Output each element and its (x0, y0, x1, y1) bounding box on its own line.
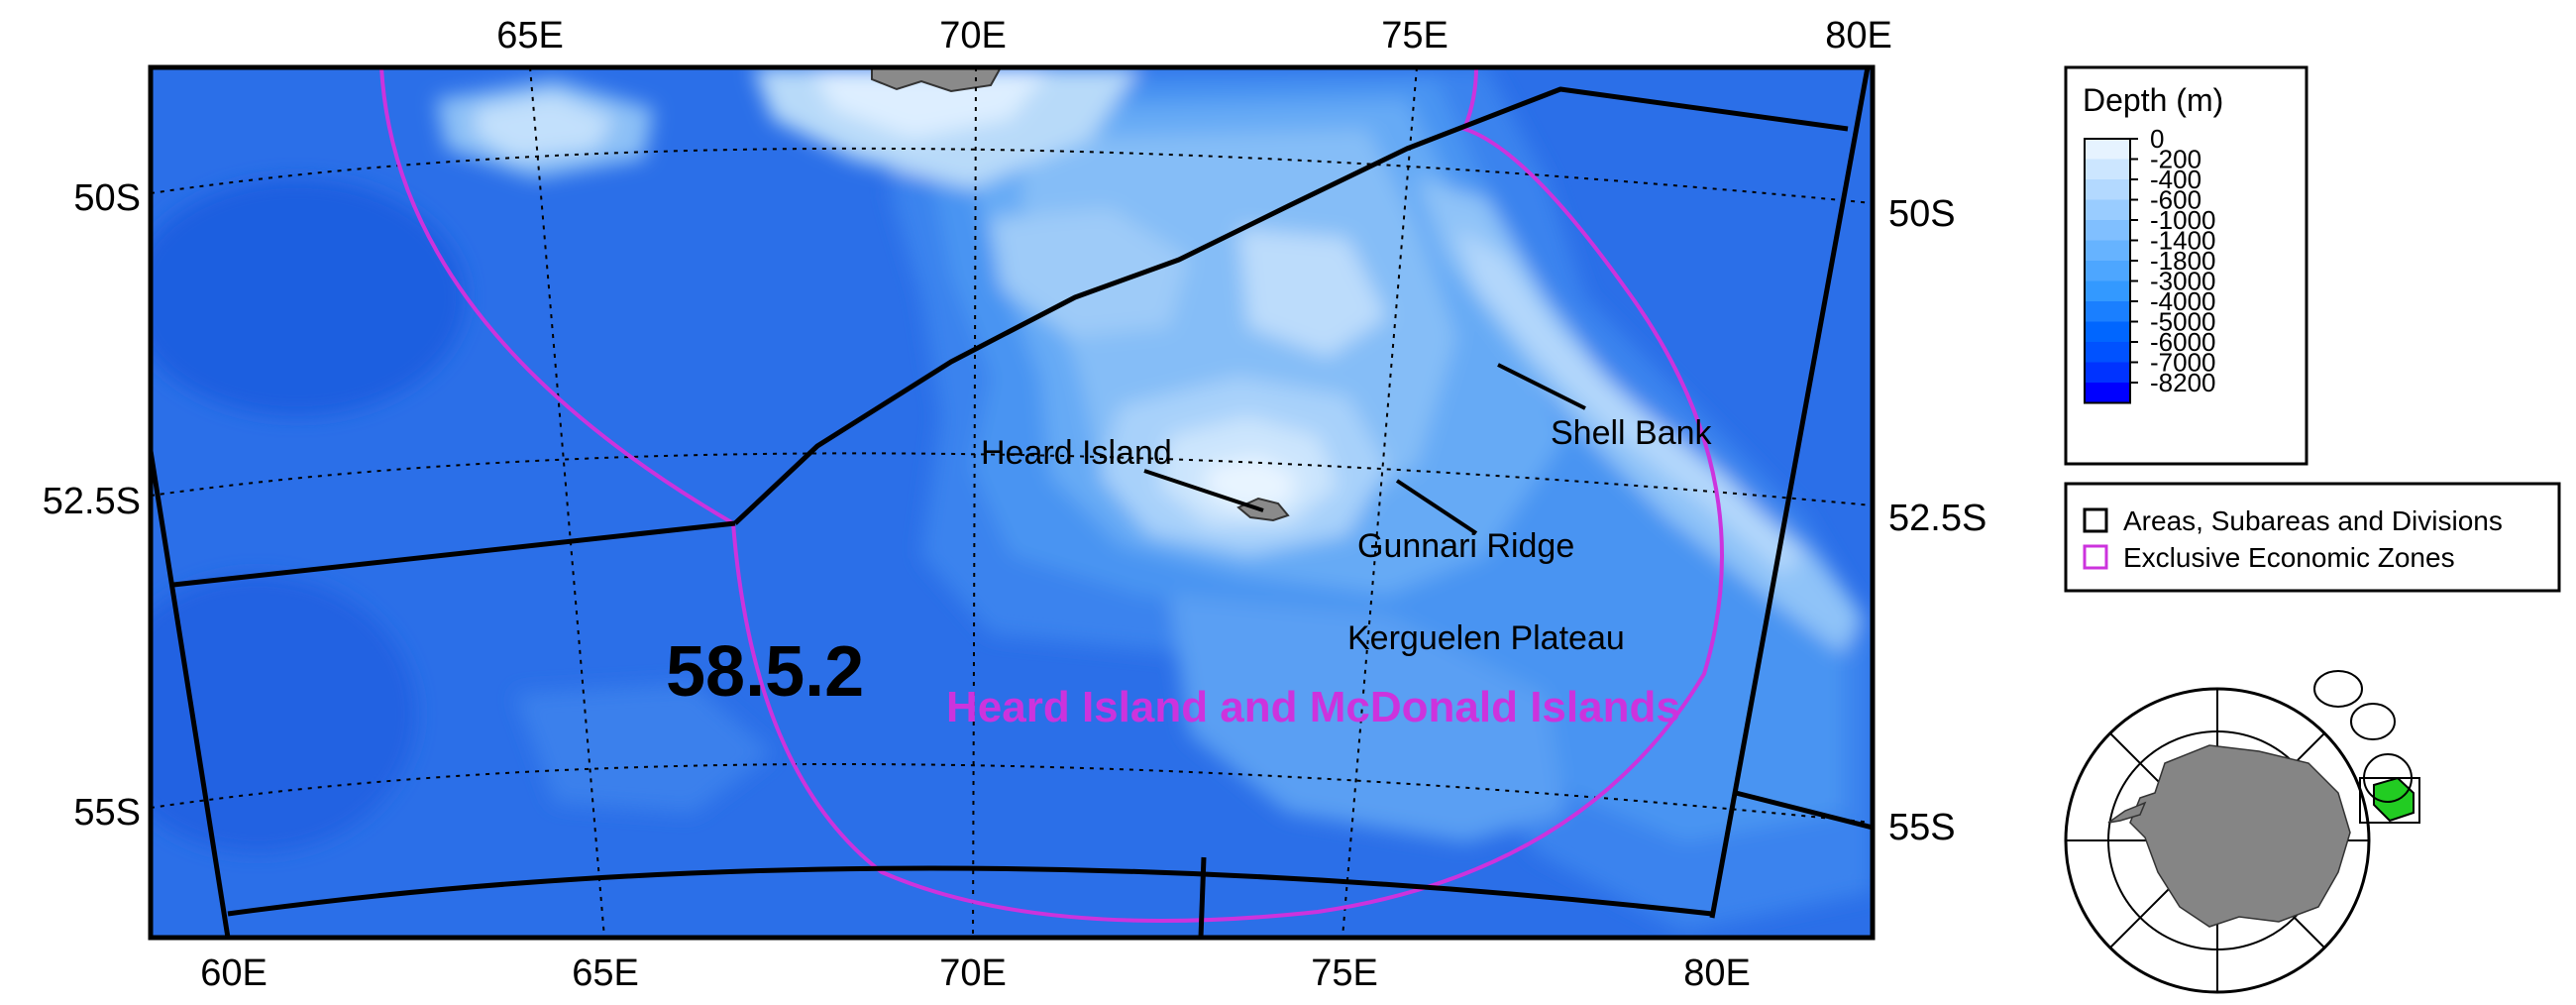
eez-label: Heard Island and McDonald Islands (946, 683, 1680, 731)
eez-boundary (379, 67, 1724, 923)
depth-colorbar-frame (2084, 138, 2131, 404)
depth-legend: Depth (m) 0-200-400-600-1000-1400-1800-3… (2064, 65, 2308, 466)
depth-level-label: -1000 (2150, 205, 2216, 235)
left-lat-label: 55S (73, 792, 141, 834)
map-frame (148, 64, 1876, 941)
depth-legend-title: Depth (m) (2083, 82, 2223, 118)
antarctica-land (2129, 744, 2351, 928)
depth-swatch (2085, 220, 2130, 241)
division-label: 58.5.2 (666, 632, 864, 712)
bottom-lon-label: 65E (572, 952, 639, 994)
division-58-5-2-highlight (2373, 776, 2415, 823)
depth-swatch (2085, 261, 2130, 281)
depth-level-label: -3000 (2150, 267, 2216, 296)
depth-swatch (2085, 179, 2130, 200)
boundary-legend-box (2064, 482, 2561, 593)
depth-level-label: -200 (2150, 145, 2201, 174)
depth-level-label: 0 (2150, 124, 2164, 154)
right-lat-label: 50S (1888, 193, 1956, 235)
left-lat-label: 50S (73, 177, 141, 219)
eez-swatch (2083, 544, 2108, 570)
depth-swatch (2085, 301, 2130, 322)
depth-level-label: -4000 (2150, 286, 2216, 316)
depth-swatch (2085, 383, 2130, 403)
bottom-lon-label: 80E (1683, 952, 1751, 994)
depth-level-label: -400 (2150, 165, 2201, 194)
right-lat-label: 52.5S (1888, 498, 1986, 539)
depth-level-label: -600 (2150, 185, 2201, 215)
depth-swatch (2085, 159, 2130, 179)
depth-swatch (2085, 280, 2130, 301)
boundary-legend: Areas, Subareas and Divisions Exclusive … (2064, 482, 2561, 593)
bottom-lon-label: 75E (1311, 952, 1378, 994)
top-lon-label: 70E (939, 15, 1007, 56)
depth-labels: 0-200-400-600-1000-1400-1800-3000-4000-5… (2130, 124, 2216, 397)
bottom-lon-label: 70E (939, 952, 1007, 994)
grid-labels: 65E 70E 75E 80E 60E 65E 70E 75E 80E 50S … (43, 15, 1987, 994)
map-panel: 58.5.2 Heard Island and McDonald Islands… (151, 67, 1873, 938)
depth-level-label: -1400 (2150, 226, 2216, 256)
top-lon-label: 65E (496, 15, 564, 56)
locator-inset (2064, 670, 2420, 994)
feature-pointers (1143, 363, 1586, 535)
depth-swatch (2085, 342, 2130, 363)
depth-level-label: -7000 (2150, 348, 2216, 378)
depth-level-label: -1800 (2150, 246, 2216, 276)
kerguelen-land (871, 67, 1003, 93)
top-lon-label: 80E (1825, 15, 1892, 56)
depth-swatch (2085, 321, 2130, 342)
division-swatch (2083, 507, 2108, 533)
division-legend-label: Areas, Subareas and Divisions (2123, 505, 2503, 536)
left-lat-label: 52.5S (43, 481, 141, 522)
depth-swatch (2085, 199, 2130, 220)
depth-colorbar (2084, 138, 2131, 404)
shell-bank-label: Shell Bank (1551, 414, 1713, 452)
depth-level-label: -6000 (2150, 327, 2216, 357)
right-lat-label: 55S (1888, 807, 1956, 848)
depth-swatch (2085, 240, 2130, 261)
graticule (151, 67, 1873, 938)
gunnari-ridge-label: Gunnari Ridge (1357, 527, 1574, 565)
bottom-lon-label: 60E (200, 952, 268, 994)
depth-level-label: -5000 (2150, 307, 2216, 337)
top-lon-label: 75E (1381, 15, 1449, 56)
kerguelen-plateau-label: Kerguelen Plateau (1347, 619, 1625, 657)
eez-legend-label: Exclusive Economic Zones (2123, 542, 2455, 573)
heard-island-label: Heard Island (981, 434, 1172, 472)
antarctic-peninsula (2107, 801, 2147, 824)
depth-swatch (2085, 362, 2130, 383)
depth-level-label: -8200 (2150, 368, 2216, 397)
division-boundaries (151, 67, 1873, 938)
depth-swatch (2085, 139, 2130, 160)
